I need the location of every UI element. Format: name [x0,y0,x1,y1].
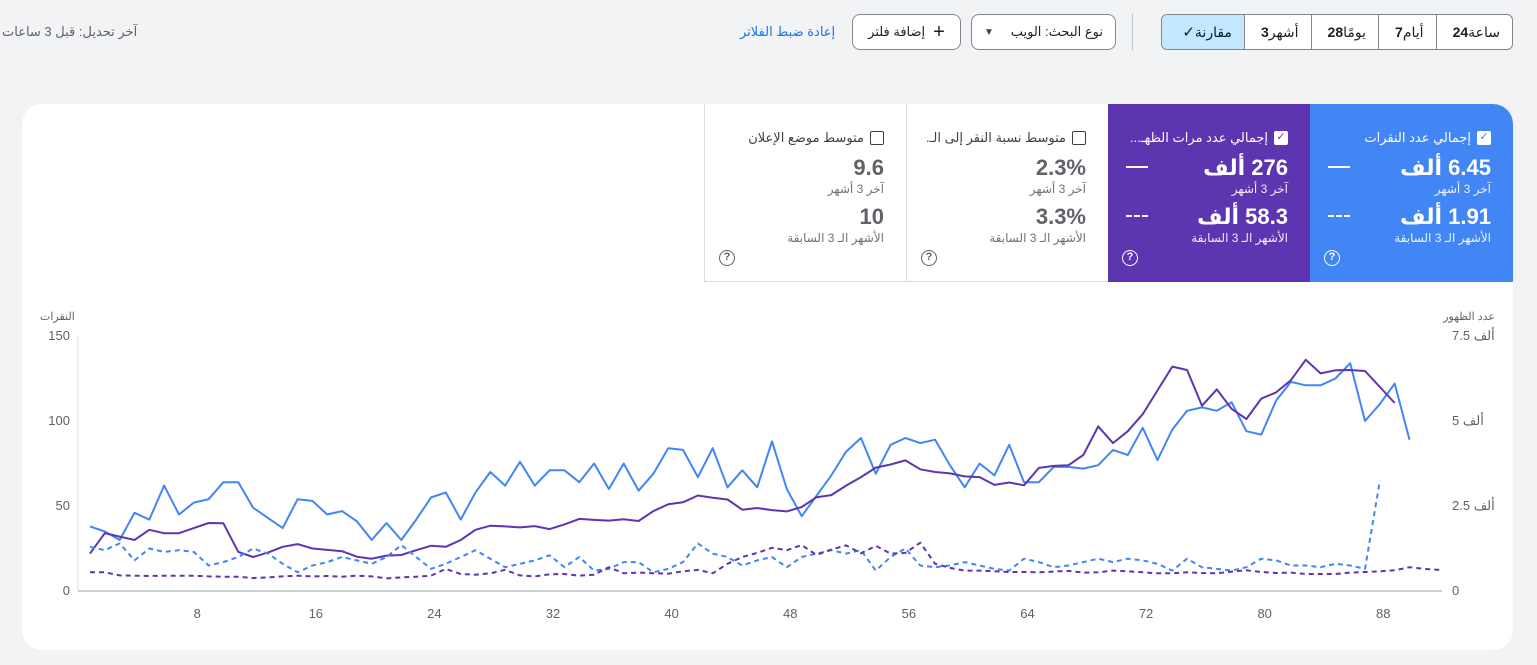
x-tick-label: 80 [1257,606,1271,621]
right-tick-label: 7.5 ألف [1452,327,1495,343]
x-tick-label: 16 [309,606,323,621]
toolbar-divider [1132,14,1133,50]
metric-previous-period: الأشهر الـ 3 السابقة [787,231,884,245]
metric-current-value: 2.3% [1035,155,1086,180]
help-icon[interactable]: ? [921,250,937,266]
x-tick-label: 24 [427,606,441,621]
right-tick-label: 5 ألف [1452,412,1484,428]
add-filter-button[interactable]: + إضافة فلتر [852,14,961,50]
dashed-line-indicator [1328,215,1350,217]
checkbox-icon[interactable] [870,131,884,145]
performance-card: ✓ إجمالي عدد النقرات 6.45 ألف آخر 3 أشهر 1… [22,104,1513,650]
metric-previous-value: 3.3% [1035,204,1086,229]
metric-previous-value: 10 [859,204,884,229]
metric-current-value: 6.45 ألف [1400,155,1491,180]
date-range-7d[interactable]: 7 أيام [1378,15,1436,49]
plus-icon: + [933,21,945,43]
x-tick-label: 32 [546,606,560,621]
checkbox-icon[interactable]: ✓ [1274,131,1288,145]
left-axis-title: النقرات [40,311,75,323]
series-clicks-current [89,362,1411,541]
left-tick-label: 0 [63,583,70,598]
help-icon[interactable]: ? [719,250,735,266]
checkbox-icon[interactable]: ✓ [1477,131,1491,145]
caret-down-icon: ▼ [984,26,994,38]
metric-previous-period: الأشهر الـ 3 السابقة [1191,231,1288,245]
metric-current-value: 9.6 [853,155,884,180]
x-tick-label: 8 [194,606,201,621]
metric-current-period: آخر 3 أشهر [1231,182,1288,196]
date-range-3m[interactable]: 3 أشهر [1243,15,1311,49]
checkbox-icon[interactable] [1072,131,1086,145]
date-range-28d[interactable]: 28 يومًا [1310,15,1378,49]
metric-current-period: آخر 3 أشهر [827,182,884,196]
x-tick-label: 72 [1139,606,1153,621]
x-tick-label: 64 [1020,606,1034,621]
left-tick-label: 150 [48,328,70,343]
metric-previous-value: 58.3 ألف [1197,204,1288,229]
solid-line-indicator [1328,166,1350,168]
dashed-line-indicator [1126,215,1148,217]
x-tick-label: 40 [664,606,678,621]
performance-chart[interactable]: النقرات عدد الظهور 0 50 100 150 0 2.5 ألف 5 أ… [22,294,1513,644]
right-axis-title: عدد الظهور [1442,311,1495,323]
x-tick-label: 56 [902,606,916,621]
right-tick-label: 2.5 ألف [1452,497,1495,513]
left-tick-label: 50 [56,498,70,513]
metric-previous-value: 1.91 ألف [1400,204,1491,229]
last-updated-text: آخر تحديل: قبل 3 ساعات [2,24,138,39]
metric-average-ctr[interactable]: متوسط نسبة النقر إلى الـ... 2.3% آخر 3 أش… [906,104,1108,282]
metric-previous-period: الأشهر الـ 3 السابقة [1394,231,1491,245]
metric-current-value: 276 ألف [1203,155,1288,180]
solid-line-indicator [1126,166,1148,168]
help-icon[interactable]: ? [1324,250,1340,266]
top-toolbar: 24 ساعة 7 أيام 28 يومًا 3 أشهر ✓ مقارنة نوع ا… [0,0,1537,70]
right-tick-label: 0 [1452,583,1459,598]
metric-previous-period: الأشهر الـ 3 السابقة [989,231,1086,245]
metric-current-period: آخر 3 أشهر [1029,182,1086,196]
x-tick-label: 48 [783,606,797,621]
metric-total-impressions[interactable]: ✓ إجمالي عدد مرات الظهـ... 276 ألف آخر 3 أ… [1108,104,1310,282]
check-icon: ✓ [1182,24,1195,41]
search-type-dropdown[interactable]: نوع البحث: الويب ▼ [971,14,1116,50]
date-range-selector: 24 ساعة 7 أيام 28 يومًا 3 أشهر ✓ مقارنة [1161,14,1513,50]
series-clicks-previous [89,480,1381,574]
left-tick-label: 100 [48,413,70,428]
help-icon[interactable]: ? [1122,250,1138,266]
metric-total-clicks[interactable]: ✓ إجمالي عدد النقرات 6.45 ألف آخر 3 أشهر 1… [1310,104,1513,282]
series-impressions-current [89,358,1396,560]
metric-average-position[interactable]: متوسط موضع الإعلان 9.6 آخر 3 أشهر 10 الأشه… [704,104,906,282]
metric-current-period: آخر 3 أشهر [1434,182,1491,196]
series-impressions-previous [90,541,1440,580]
reset-filters-link[interactable]: إعادة ضبط الفلاتر [740,24,836,39]
x-tick-label: 88 [1376,606,1390,621]
date-range-24h[interactable]: 24 ساعة [1435,15,1512,49]
compare-button[interactable]: ✓ مقارنة [1162,15,1244,49]
